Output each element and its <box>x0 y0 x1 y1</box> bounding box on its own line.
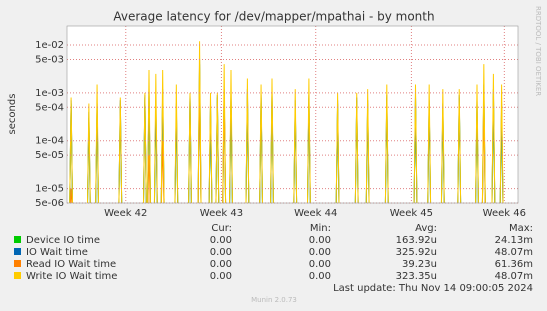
stats-value: 24.13m <box>495 235 533 246</box>
watermark: RRDTOOL / TOBI OETIKER <box>534 6 542 96</box>
chart-title: Average latency for /dev/mapper/mpathai … <box>113 10 434 24</box>
stats-header: Max: <box>509 223 533 234</box>
series-line <box>69 78 486 203</box>
y-tick-label: 5e-05 <box>35 150 64 161</box>
stats-value: 61.36m <box>495 259 533 270</box>
y-tick-label: 5e-04 <box>35 102 64 113</box>
legend-swatch <box>14 260 21 267</box>
legend-swatch <box>14 236 21 243</box>
stats-value: 323.35u <box>396 271 437 282</box>
legend-label: IO Wait time <box>26 247 88 258</box>
legend-swatch <box>14 248 21 255</box>
series-group <box>69 41 504 203</box>
y-tick-label: 5e-03 <box>35 54 64 65</box>
x-tick-label: Week 45 <box>390 208 433 219</box>
stats-value: 0.00 <box>309 235 331 246</box>
stats-value: 0.00 <box>210 259 232 270</box>
y-tick-label: 1e-05 <box>35 184 64 195</box>
stats-header: Min: <box>310 223 331 234</box>
x-tick-label: Week 44 <box>294 208 337 219</box>
stats-value: 325.92u <box>396 247 437 258</box>
last-update: Last update: Thu Nov 14 09:00:05 2024 <box>333 283 533 294</box>
y-tick-label: 1e-02 <box>35 40 64 51</box>
legend-label: Read IO Wait time <box>26 259 116 270</box>
stats-value: 0.00 <box>309 259 331 270</box>
version: Munin 2.0.73 <box>251 296 297 304</box>
stats-value: 0.00 <box>210 247 232 258</box>
stats-value: 0.00 <box>309 247 331 258</box>
stats-value: 48.07m <box>495 247 533 258</box>
stats-value: 0.00 <box>210 271 232 282</box>
legend-label: Device IO time <box>26 235 100 246</box>
plot-frame <box>66 25 519 204</box>
stats-header: Avg: <box>415 223 437 234</box>
y-tick-label: 5e-06 <box>35 198 64 209</box>
plot-area <box>67 26 518 203</box>
stats-value: 39.23u <box>402 259 437 270</box>
series-line <box>69 41 504 203</box>
stats-value: 163.92u <box>396 235 437 246</box>
y-tick-label: 1e-03 <box>35 88 64 99</box>
legend-label: Write IO Wait time <box>26 271 117 282</box>
x-tick-label: Week 42 <box>104 208 147 219</box>
stats-value: 0.00 <box>309 271 331 282</box>
x-tick-label: Week 46 <box>483 208 526 219</box>
y-axis-label: seconds <box>7 94 18 135</box>
stats-header: Cur: <box>211 223 232 234</box>
stats-value: 48.07m <box>495 271 533 282</box>
x-tick-label: Week 43 <box>200 208 243 219</box>
legend-swatch <box>14 272 21 279</box>
y-tick-label: 1e-04 <box>35 136 64 147</box>
stats-value: 0.00 <box>210 235 232 246</box>
